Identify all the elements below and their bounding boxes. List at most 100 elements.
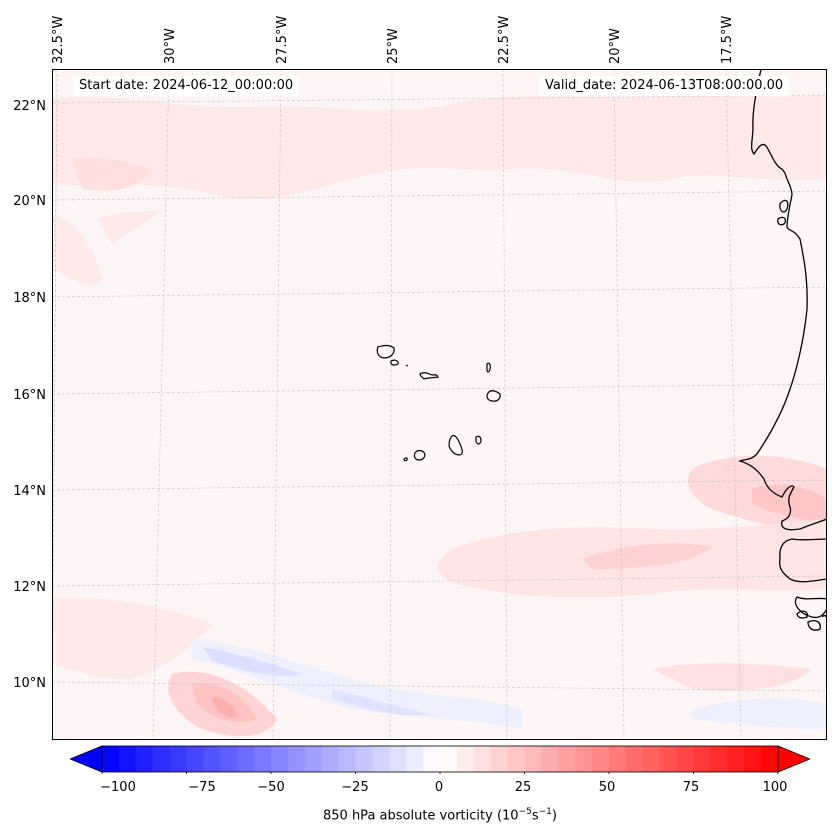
colorbar-segment: [642, 746, 661, 772]
vort-pos-sw-band: [52, 598, 212, 680]
colorbar-label: 850 hPa absolute vorticity (10−5s−1): [323, 807, 557, 824]
vorticity-field: [52, 95, 827, 737]
vort-neg-core2: [332, 689, 432, 716]
lon-label-25w: 25°W: [386, 28, 401, 64]
island-santiago: [448, 434, 463, 456]
colorbar-extend-min: [70, 745, 103, 773]
colorbar: [70, 745, 810, 774]
colorbar-segment: [406, 746, 424, 772]
colorbar-segment: [524, 746, 542, 772]
colorbar-segment: [423, 746, 441, 772]
island-brava: [403, 457, 408, 462]
colorbar-segment: [609, 746, 627, 772]
colorbar-segment: [490, 746, 509, 772]
gridline-lat-10: [52, 681, 827, 692]
colorbar-segment: [507, 746, 525, 772]
colorbar-segment: [237, 746, 255, 772]
colorbar-segment: [372, 746, 390, 772]
colorbar-segment: [744, 746, 762, 772]
vort-neg-band: [192, 639, 522, 729]
gridline-lat-22: [52, 94, 827, 104]
colorbar-segment: [135, 746, 154, 772]
coastline-africa: [738, 69, 827, 531]
vort-neg-core: [202, 647, 302, 676]
valid-date-label: Valid_date: 2024-06-13T08:00:00.00: [539, 76, 790, 96]
colorbar-segment: [575, 746, 593, 772]
colorbar-segment: [473, 746, 492, 772]
colorbar-segment: [625, 746, 644, 772]
gridline-lon-32-5: [52, 69, 58, 740]
colorbar-segment: [592, 746, 610, 772]
colorbar-segment: [304, 746, 323, 772]
colorbar-segment: [693, 746, 711, 772]
colorbar-segment: [220, 746, 238, 772]
start-date-label: Start date: 2024-06-12_00:00:00: [73, 76, 300, 96]
gridline-lon-20: [613, 69, 625, 740]
colorbar-segment: [102, 746, 120, 772]
lat-label-14n: 14°N: [13, 484, 46, 499]
lon-label-22-5w: 22.5°W: [497, 15, 512, 64]
colorbar-tick-label: 75: [682, 780, 700, 795]
vort-neg-east: [692, 698, 827, 729]
island-maio: [475, 435, 482, 445]
colorbar-segment: [676, 746, 694, 772]
lat-label-22n: 22°N: [13, 99, 46, 114]
colorbar-extend-max: [777, 745, 810, 773]
colorbar-segment: [203, 746, 221, 772]
colorbar-tick-label: 25: [514, 780, 532, 795]
gridline-lat-20: [52, 190, 827, 201]
vort-pos-west-streak: [52, 214, 102, 286]
colorbar-tick-label: −25: [341, 780, 369, 795]
coastline-tidra-2: [777, 216, 787, 226]
coastline-bijagos-2: [807, 620, 821, 631]
colorbar-variable: 850 hPa absolute vorticity: [323, 808, 493, 824]
colorbar-tick-label: −50: [257, 780, 285, 795]
island-sal: [486, 362, 491, 373]
colorbar-segment: [169, 746, 187, 772]
colorbar-tick-label: 0: [434, 780, 444, 795]
lat-label-10n: 10°N: [13, 676, 46, 691]
gridline-lon-22-5: [502, 69, 508, 740]
lon-label-17-5w: 17.5°W: [720, 15, 735, 64]
colorbar-segment: [321, 746, 340, 772]
island-santa-luzia: [405, 364, 409, 367]
island-boa-vista: [486, 390, 501, 402]
coastline-gambia-guinea: [778, 538, 827, 583]
map-panel[interactable]: [52, 69, 827, 740]
colorbar-tick-label: −100: [100, 780, 136, 795]
units-exp2: −1: [538, 807, 552, 817]
coastline-bijagos-1: [796, 610, 808, 619]
colorbar-segment: [541, 746, 559, 772]
colorbar-segment: [727, 746, 745, 772]
colorbar-segment: [389, 746, 407, 772]
colorbar-segment: [118, 746, 137, 772]
colorbar-segment: [355, 746, 373, 772]
vort-pos-central-core: [582, 543, 712, 569]
lon-label-32-5w: 32.5°W: [51, 15, 66, 64]
colorbar-segment: [254, 746, 272, 772]
gridline-lon-17-5: [725, 69, 742, 740]
lon-label-20w: 20°W: [608, 28, 623, 64]
island-santo-antao: [376, 345, 395, 359]
colorbar-segment: [287, 746, 306, 772]
lon-label-27-5w: 27.5°W: [275, 15, 290, 64]
vort-pos-max-core: [212, 697, 237, 718]
gridline-lon-30: [152, 69, 170, 740]
colorbar-segment: [659, 746, 678, 772]
colorbar-tick-marks: [101, 772, 779, 774]
colorbar-segment: [558, 746, 576, 772]
gridline-lat-18: [52, 286, 827, 298]
lat-label-20n: 20°N: [13, 194, 46, 209]
vort-pos-se-patch: [652, 663, 812, 691]
gridline-lat-16: [52, 383, 827, 395]
vort-pos-north-band: [52, 95, 827, 200]
island-sao-vicente: [390, 359, 399, 366]
colorbar-segment: [761, 746, 779, 772]
gridlines: [52, 69, 827, 740]
vort-pos-west-streak2: [97, 209, 162, 244]
island-fogo: [413, 449, 426, 461]
coastline-guinea-bissau: [794, 596, 827, 619]
lon-label-30w: 30°W: [163, 28, 178, 64]
island-sao-nicolau: [419, 372, 439, 380]
gridline-lon-27-5: [272, 69, 282, 740]
